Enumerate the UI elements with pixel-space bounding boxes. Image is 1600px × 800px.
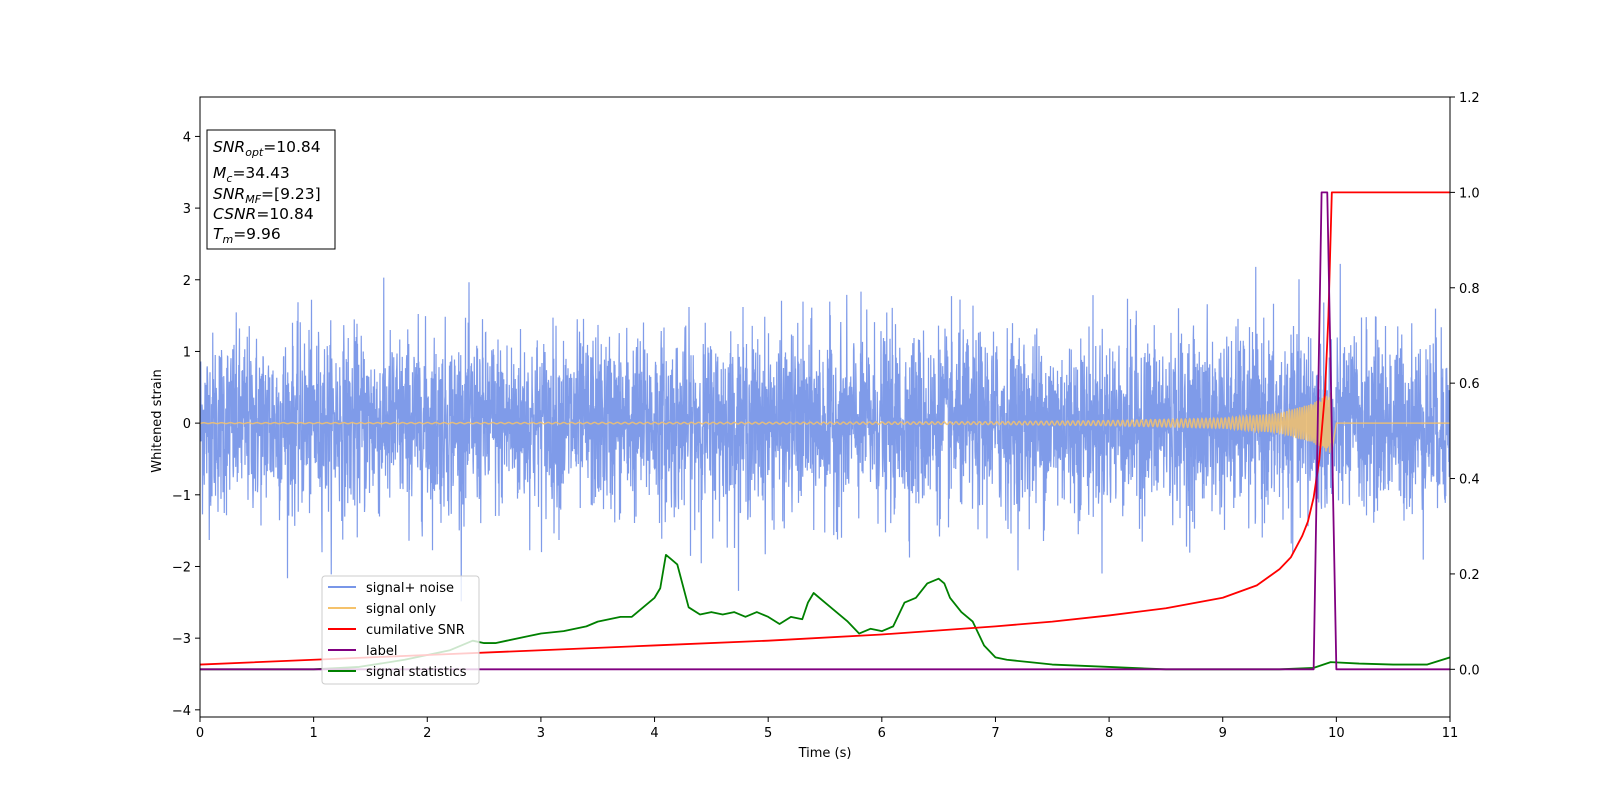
annotation-snr-mf: SNRMF=[9.23] bbox=[213, 185, 321, 206]
annotation-mc: Mc=34.43 bbox=[213, 164, 290, 185]
annotation-frame bbox=[206, 129, 336, 250]
y-tick-label: 0 bbox=[183, 417, 191, 432]
y2-tick-label: 0.2 bbox=[1459, 568, 1480, 583]
y-tick-label: 2 bbox=[183, 274, 191, 289]
x-tick-label: 2 bbox=[423, 726, 431, 741]
series-signal-only bbox=[200, 392, 1450, 453]
x-axis-label: Time (s) bbox=[798, 746, 852, 761]
x-tick-label: 4 bbox=[650, 726, 658, 741]
y2-tick-label: 1.2 bbox=[1459, 91, 1480, 106]
legend-label-signal-noise: signal+ noise bbox=[366, 581, 454, 596]
y2-tick-label: 0.8 bbox=[1459, 282, 1480, 297]
y-tick-label: 4 bbox=[183, 130, 191, 145]
series-cumulative-snr bbox=[200, 191, 1450, 666]
series-layer bbox=[200, 191, 1450, 671]
y2-tick-label: 1.0 bbox=[1459, 186, 1480, 201]
x-tick-label: 0 bbox=[196, 726, 204, 741]
y-tick-label: −3 bbox=[172, 632, 191, 647]
y-tick-label: 3 bbox=[183, 202, 191, 217]
x-tick-label: 9 bbox=[1219, 726, 1227, 741]
y2-tick-label: 0.6 bbox=[1459, 377, 1480, 392]
annotation-box: SNRopt=10.84 Mc=34.43 SNRMF=[9.23] CSNR=… bbox=[206, 129, 336, 250]
y-tick-label: −2 bbox=[172, 560, 191, 575]
annotation-snr-opt: SNRopt=10.84 bbox=[213, 138, 321, 159]
annotation-csnr: CSNR=10.84 bbox=[213, 205, 314, 223]
y-tick-label: −1 bbox=[172, 489, 191, 504]
series-signal-statistics bbox=[200, 553, 1450, 671]
legend-label-signal-statistics: signal statistics bbox=[366, 665, 467, 680]
x-tick-label: 10 bbox=[1328, 726, 1345, 741]
series-signal-noise bbox=[200, 263, 1450, 602]
legend-frame bbox=[321, 575, 480, 685]
plot-frame bbox=[199, 96, 1451, 718]
y2-tick-label: 0.4 bbox=[1459, 473, 1480, 488]
x-tick-label: 6 bbox=[878, 726, 886, 741]
x-tick-label: 5 bbox=[764, 726, 772, 741]
y2-tick-label: 0.0 bbox=[1459, 663, 1480, 678]
x-tick-label: 7 bbox=[991, 726, 999, 741]
legend-label-label: label bbox=[366, 644, 397, 659]
y-axis-label: Whitened strain bbox=[150, 369, 165, 472]
legend-label-cumulative-snr: cumilative SNR bbox=[366, 623, 465, 638]
series-label bbox=[200, 191, 1450, 671]
annotation-tm: Tm=9.96 bbox=[213, 225, 281, 246]
legend-label-signal-only: signal only bbox=[366, 602, 436, 617]
y-tick-label: 1 bbox=[183, 345, 191, 360]
x-tick-label: 11 bbox=[1442, 726, 1459, 741]
ticks-layer: 0 1 2 3 4 5 6 7 8 9 10 11 −4 −3 −2 −1 0 1 2 3 4 0.0 0.2 0.4 0.6 0… bbox=[172, 91, 1480, 741]
y-tick-label: −4 bbox=[172, 704, 191, 719]
legend: signal+ noise signal only cumilative SNR… bbox=[321, 575, 480, 685]
x-tick-label: 1 bbox=[309, 726, 317, 741]
x-tick-label: 3 bbox=[537, 726, 545, 741]
x-tick-label: 8 bbox=[1105, 726, 1113, 741]
